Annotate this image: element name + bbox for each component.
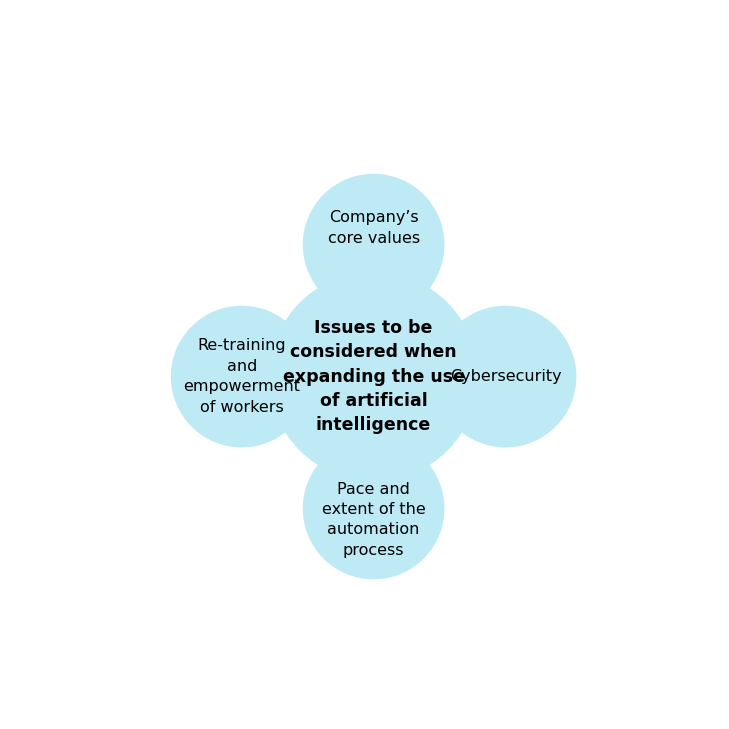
Circle shape [270, 273, 477, 480]
Circle shape [303, 174, 444, 315]
Circle shape [303, 438, 444, 579]
Text: Cybersecurity: Cybersecurity [450, 369, 561, 384]
Text: Pace and
extent of the
automation
process: Pace and extent of the automation proces… [321, 482, 426, 558]
Text: Re-training
and
empowerment
of workers: Re-training and empowerment of workers [183, 338, 300, 415]
Text: Company’s
core values: Company’s core values [327, 210, 420, 246]
Circle shape [171, 306, 312, 447]
Circle shape [435, 306, 576, 447]
Text: Issues to be
considered when
expanding the use
of artificial
intelligence: Issues to be considered when expanding t… [283, 319, 464, 434]
